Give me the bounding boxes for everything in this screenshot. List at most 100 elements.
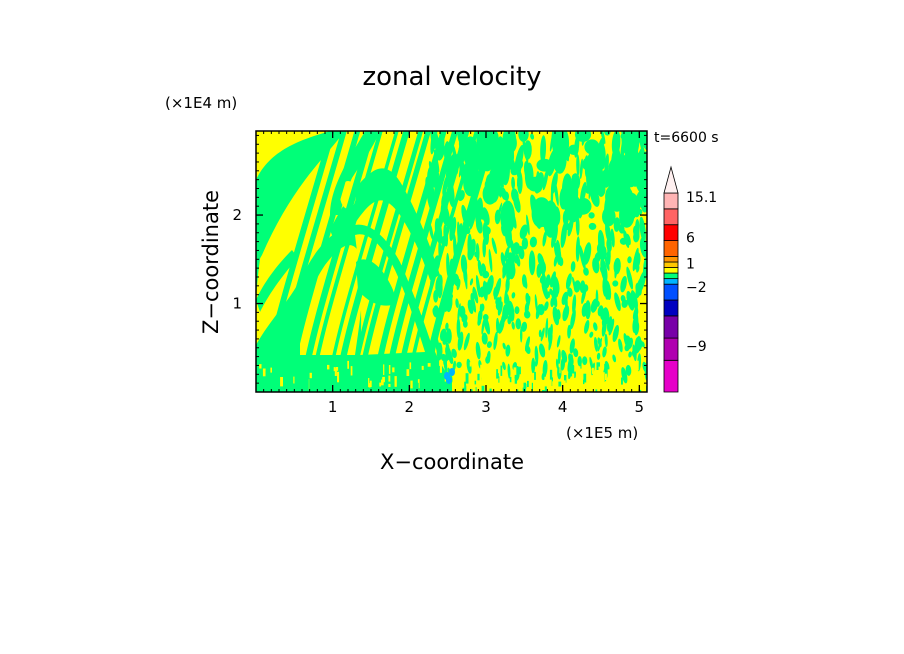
contour-streak (627, 256, 632, 264)
contour-streak (550, 271, 556, 288)
contour-streak (639, 216, 646, 243)
contour-speck (580, 360, 582, 369)
contour-streak (467, 299, 474, 315)
contour-streak (567, 287, 573, 297)
chart-title: zonal velocity (362, 62, 541, 92)
contour-streak (565, 273, 572, 290)
contour-speck (304, 370, 308, 380)
contour-speck (350, 366, 353, 376)
contour-speck (409, 362, 412, 370)
contour-speck (527, 380, 529, 387)
contour-streak (534, 345, 539, 364)
contour-streak (567, 324, 572, 339)
colorbar-segment (663, 240, 679, 257)
contour-speck (613, 384, 617, 392)
contour-streak (642, 187, 647, 200)
contour-streak (573, 348, 579, 358)
contour-streak (436, 280, 442, 291)
contour-streak (455, 298, 459, 308)
contour-streak (451, 348, 457, 359)
contour-blob (562, 210, 569, 226)
contour-streak (485, 355, 491, 364)
contour-streak (432, 360, 436, 367)
contour-speck (372, 384, 375, 392)
contour-streak (445, 328, 452, 344)
contour-streak (539, 260, 547, 275)
contour-streak (583, 267, 589, 276)
contour-speck (516, 389, 519, 392)
contour-streak (620, 276, 627, 293)
contour-speck (416, 382, 419, 390)
contour-streak (613, 257, 621, 275)
contour-streak (632, 247, 639, 272)
contour-streak (593, 322, 598, 331)
contour-streak (624, 344, 630, 352)
contour-blob (482, 183, 498, 205)
contour-speck (542, 390, 545, 392)
contour-streak (597, 337, 602, 348)
contour-streak (538, 343, 546, 358)
contour-speck (336, 367, 339, 371)
contour-speck (600, 362, 603, 367)
contour-streak (441, 191, 447, 207)
contour-speck (514, 374, 517, 384)
contour-speck (532, 372, 535, 381)
contour-band (284, 131, 361, 392)
contour-blob (599, 143, 606, 170)
contour-speck (275, 374, 279, 381)
contour-speck (406, 369, 410, 376)
y-axis-title: Z−coordinate (199, 190, 223, 334)
contour-speck (327, 364, 330, 370)
contour-streak (456, 361, 462, 369)
contour-streak (556, 309, 561, 320)
contour-streak (456, 317, 461, 339)
contour-blob (619, 204, 635, 228)
contour-speck (385, 368, 388, 372)
contour-speck (292, 387, 294, 391)
contour-streak (548, 323, 553, 344)
contour-streak (508, 156, 516, 173)
contour-streak (621, 367, 628, 384)
contour-speck (262, 368, 266, 377)
contour-speck (441, 382, 443, 386)
contour-speck (509, 376, 512, 383)
contour-speck (368, 383, 371, 388)
contour-streak (500, 252, 506, 267)
contour-streak (514, 306, 520, 315)
contour-band (259, 131, 336, 392)
colorbar-segment (663, 283, 679, 301)
contour-streak (556, 335, 561, 348)
contour-streak (498, 317, 505, 334)
contour-streak (477, 259, 483, 277)
contour-speck (482, 375, 485, 385)
y-axis: 12 (232, 134, 647, 384)
contour-streak (521, 321, 528, 332)
contour-streak (463, 266, 468, 285)
contour-speck (341, 376, 344, 384)
contour-streak (453, 273, 460, 287)
contour-streak (540, 135, 547, 164)
contour-blob (593, 164, 602, 182)
contour-streak (611, 131, 621, 157)
contour-blob (584, 139, 600, 155)
contour-streak (511, 176, 516, 190)
contour-streak (567, 354, 573, 372)
contour-streak (601, 318, 607, 337)
contour-streak (531, 357, 536, 374)
y-tick-label: 2 (232, 206, 242, 224)
contour-blob (574, 197, 592, 215)
contour-blob (626, 131, 640, 157)
colorbar-segment (663, 299, 679, 317)
colorbar-segment (663, 261, 679, 268)
contour-speck (265, 370, 269, 379)
contour-streak (612, 280, 619, 287)
contour-streak (641, 341, 645, 348)
contour-streak (515, 318, 522, 330)
contour-streak (572, 294, 577, 315)
contour-spot (449, 368, 455, 376)
contour-speck (280, 377, 283, 387)
contour-streak (597, 229, 605, 253)
contour-blob (536, 158, 553, 172)
contour-streak (545, 317, 549, 339)
